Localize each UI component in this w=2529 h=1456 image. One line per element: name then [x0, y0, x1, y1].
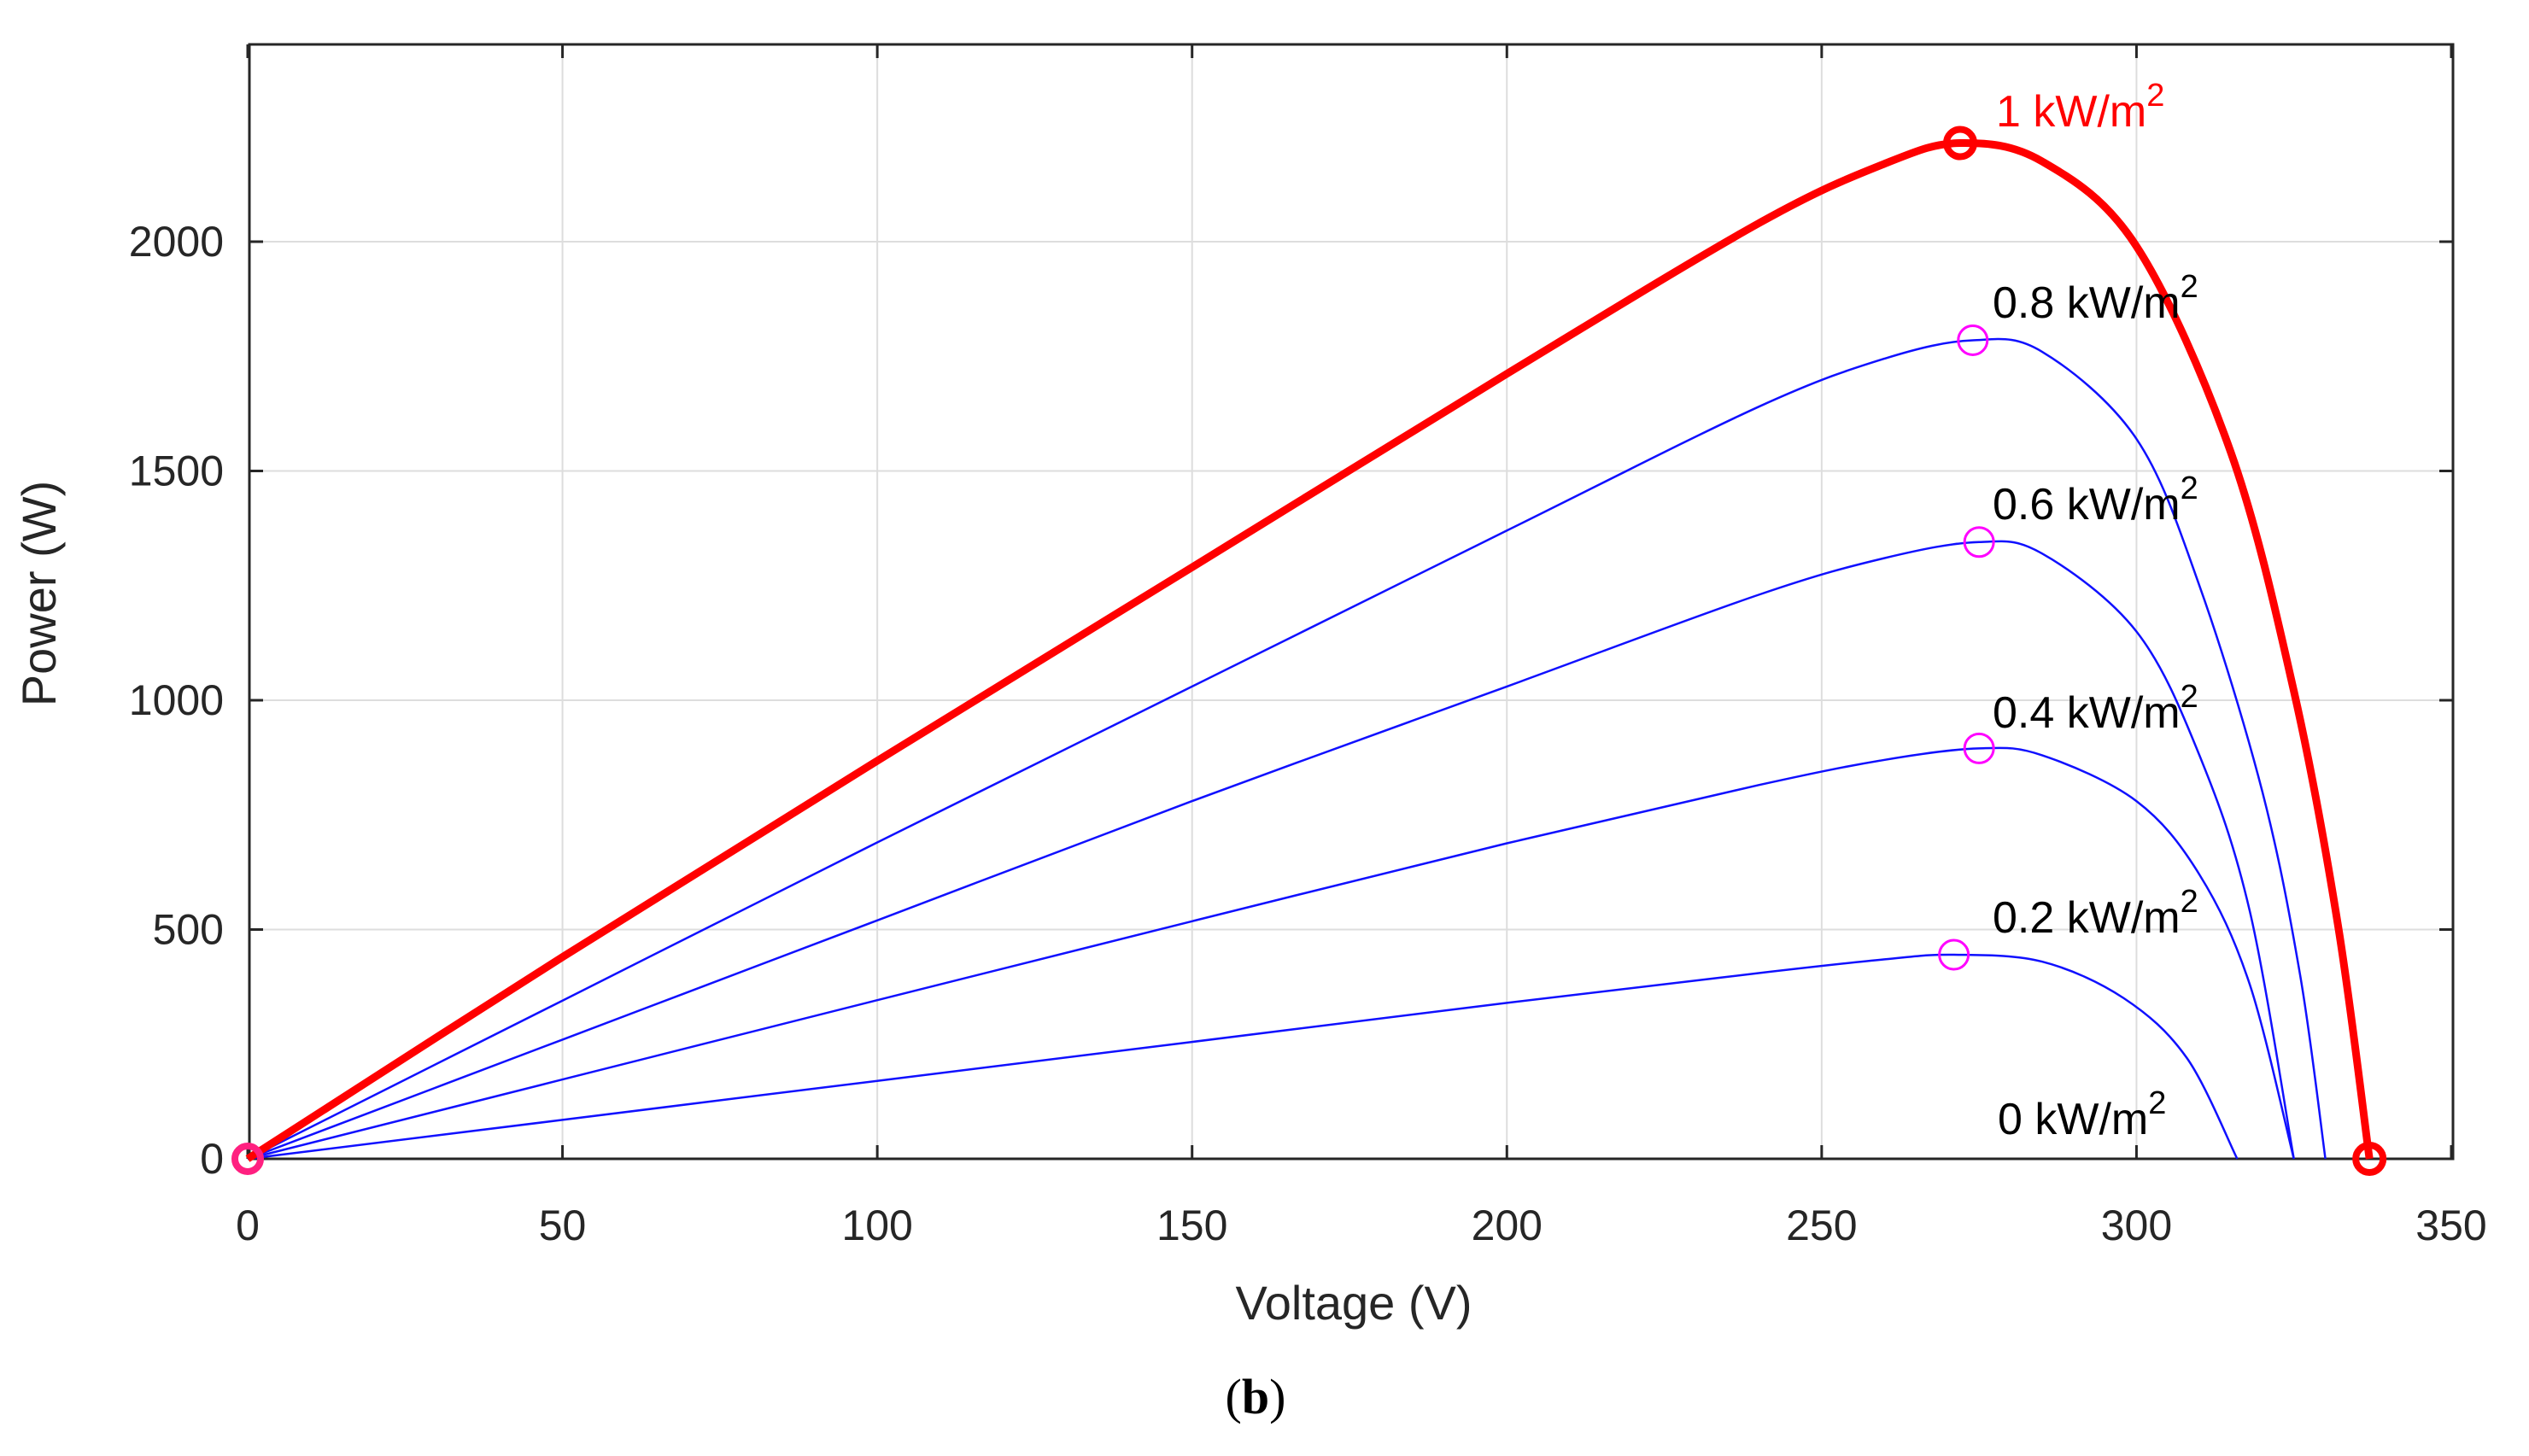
- curve-label-text: 0.8 kW/m: [1993, 278, 2181, 328]
- mpp-markers: [231, 126, 2387, 1176]
- x-tick-label-300: 300: [2101, 1202, 2172, 1249]
- x-tick-label-0: 0: [236, 1202, 260, 1249]
- figure-caption: (b): [1226, 1369, 1286, 1424]
- curve-label-0-4-kw-m: 0.4 kW/m2: [1993, 679, 2198, 738]
- curve-label-1-kw-m: 1 kW/m2: [1996, 78, 2164, 137]
- series-curve-0-2-kw-m2: [247, 953, 2239, 1161]
- curve-label-superscript: 2: [2181, 471, 2198, 506]
- voc-marker-1kw: [2352, 1142, 2387, 1176]
- series-curve-0-6-kw-m2: [247, 540, 2295, 1161]
- series-curve-0-8-kw-m2: [247, 337, 2327, 1161]
- caption-close-paren: ): [1269, 1369, 1285, 1424]
- curve-label-0-kw-m: 0 kW/m2: [1998, 1085, 2166, 1144]
- x-tick-label-250: 250: [1786, 1202, 1857, 1249]
- x-tick-label-350: 350: [2415, 1202, 2486, 1249]
- curve-label-0-8-kw-m: 0.8 kW/m2: [1993, 269, 2198, 328]
- axis-ticks: 0 50 100 150 200 250 300 350 0 500 1000 1500 2000: [129, 44, 2487, 1249]
- curve-label-text: 0.6 kW/m: [1993, 480, 2181, 529]
- x-tick-label-150: 150: [1156, 1202, 1227, 1249]
- y-axis-label: Power (W): [12, 481, 66, 706]
- curve-annotations: 1 kW/m20.8 kW/m20.6 kW/m20.4 kW/m20.2 kW…: [1993, 78, 2198, 1144]
- curve-label-superscript: 2: [2181, 679, 2198, 715]
- x-tick-label-200: 200: [1472, 1202, 1543, 1249]
- curve-label-text: 1 kW/m: [1996, 87, 2146, 137]
- curve-label-0-2-kw-m: 0.2 kW/m2: [1993, 884, 2198, 943]
- curve-label-superscript: 2: [2148, 1085, 2166, 1121]
- y-tick-label-1500: 1500: [129, 447, 224, 495]
- x-axis-label: Voltage (V): [1235, 1276, 1472, 1330]
- caption-open-paren: (: [1226, 1369, 1242, 1424]
- origin-marker: [231, 1143, 264, 1175]
- y-tick-label-500: 500: [153, 906, 224, 954]
- curve-label-text: 0 kW/m: [1998, 1095, 2148, 1144]
- x-tick-label-100: 100: [841, 1202, 912, 1249]
- curve-label-superscript: 2: [2181, 884, 2198, 920]
- mpp-marker-0-6-kw-m2: [1963, 526, 1995, 558]
- mpp-marker-1-kw-m2: [1943, 126, 1978, 161]
- curve-label-superscript: 2: [2181, 269, 2198, 305]
- caption-letter: b: [1242, 1369, 1269, 1424]
- curve-label-text: 0.2 kW/m: [1993, 893, 2181, 943]
- curve-label-0-6-kw-m: 0.6 kW/m2: [1993, 471, 2198, 529]
- series-curve-1-kw-m2: [245, 138, 2374, 1162]
- series-curve-0-4-kw-m2: [247, 746, 2295, 1161]
- series-curves: [245, 138, 2374, 1162]
- y-tick-label-2000: 2000: [129, 218, 224, 266]
- x-tick-label-50: 50: [539, 1202, 587, 1249]
- mpp-marker-0-4-kw-m2: [1963, 732, 1995, 764]
- plot-frame: [248, 43, 2455, 1161]
- mpp-marker-0-2-kw-m2: [1938, 939, 1970, 971]
- y-tick-label-0: 0: [200, 1135, 224, 1183]
- mpp-marker-0-8-kw-m2: [1957, 324, 1989, 356]
- curve-label-text: 0.4 kW/m: [1993, 688, 2181, 738]
- y-tick-label-1000: 1000: [129, 676, 224, 724]
- curve-label-superscript: 2: [2146, 78, 2164, 114]
